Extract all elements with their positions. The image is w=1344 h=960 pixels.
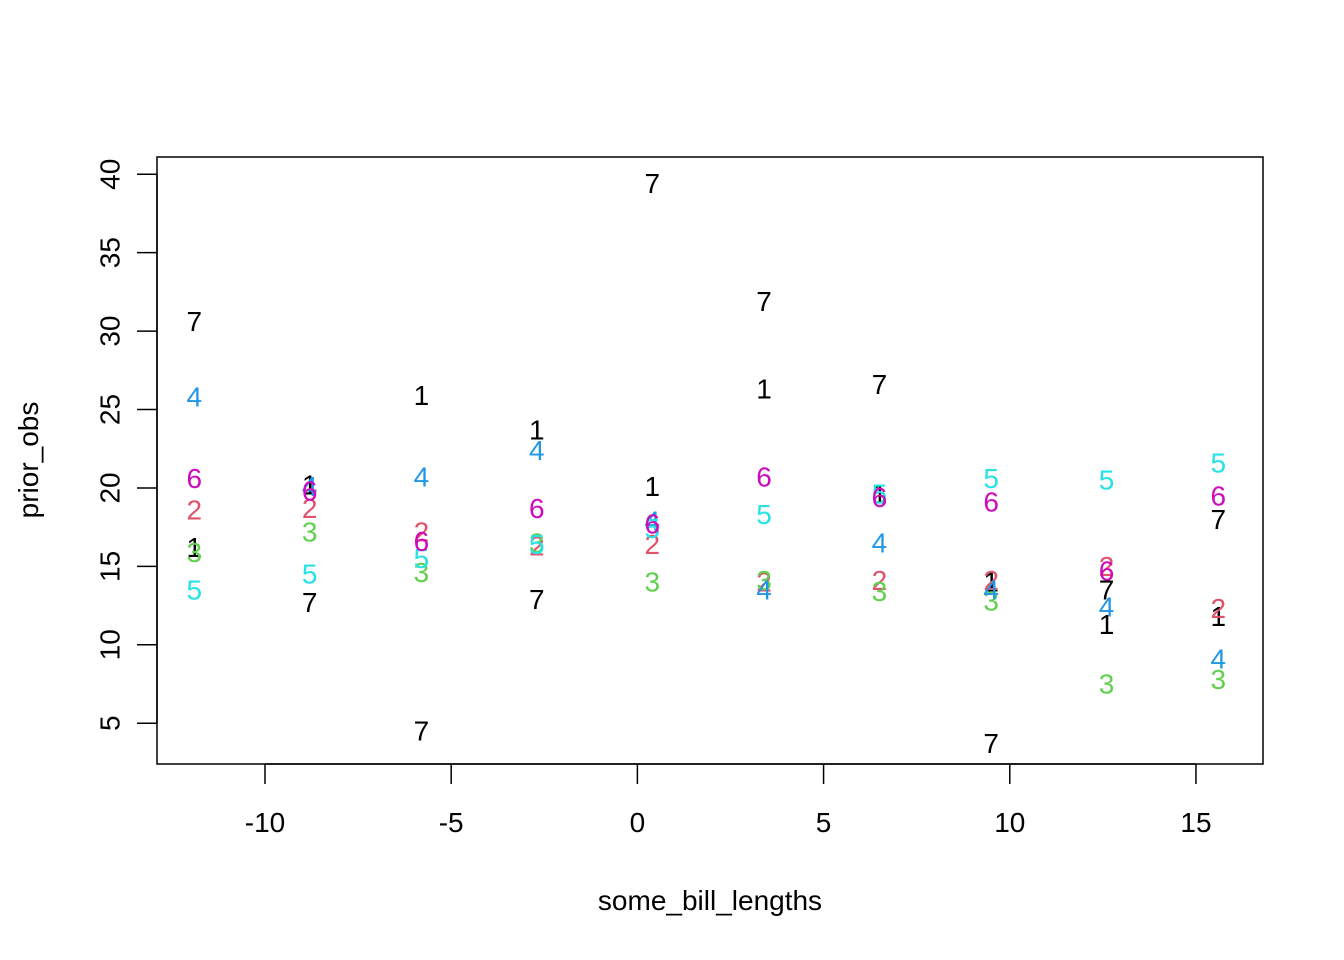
point-series-7: 7 xyxy=(1211,504,1227,535)
point-series-6: 6 xyxy=(186,463,202,494)
y-tick-label: 10 xyxy=(95,629,126,660)
point-series-3: 3 xyxy=(1099,669,1115,700)
point-series-2: 2 xyxy=(529,530,545,561)
point-series-3: 3 xyxy=(983,585,999,616)
point-series-6: 6 xyxy=(302,476,318,507)
point-series-1: 1 xyxy=(529,414,545,445)
point-series-6: 6 xyxy=(1099,556,1115,587)
point-series-6: 6 xyxy=(644,509,660,540)
point-series-7: 7 xyxy=(414,716,430,747)
point-series-6: 6 xyxy=(1211,480,1227,511)
point-series-6: 6 xyxy=(872,482,888,513)
point-series-5: 5 xyxy=(186,574,202,605)
point-series-3: 3 xyxy=(644,567,660,598)
point-series-2: 2 xyxy=(1099,551,1115,582)
point-series-5: 5 xyxy=(302,559,318,590)
point-series-5: 5 xyxy=(756,499,772,530)
point-series-2: 2 xyxy=(644,529,660,560)
point-series-7: 7 xyxy=(529,584,545,615)
point-series-7: 7 xyxy=(302,587,318,618)
point-series-6: 6 xyxy=(414,526,430,557)
point-series-1: 1 xyxy=(1099,609,1115,640)
point-series-4: 4 xyxy=(1099,592,1115,623)
point-series-5: 5 xyxy=(414,543,430,574)
point-series-2: 2 xyxy=(186,494,202,525)
point-series-4: 4 xyxy=(644,505,660,536)
point-series-2: 2 xyxy=(1211,593,1227,624)
point-series-4: 4 xyxy=(872,527,888,558)
x-axis-title: some_bill_lengths xyxy=(598,885,822,916)
point-series-5: 5 xyxy=(644,513,660,544)
x-tick-label: 5 xyxy=(816,807,832,838)
point-series-2: 2 xyxy=(872,565,888,596)
x-tick-label: 15 xyxy=(1180,807,1211,838)
point-series-1: 1 xyxy=(1211,601,1227,632)
point-series-7: 7 xyxy=(983,728,999,759)
point-series-2: 2 xyxy=(414,516,430,547)
point-series-3: 3 xyxy=(872,576,888,607)
point-series-2: 2 xyxy=(983,565,999,596)
x-tick-label: -5 xyxy=(439,807,464,838)
point-series-3: 3 xyxy=(414,557,430,588)
point-series-1: 1 xyxy=(302,469,318,500)
point-series-3: 3 xyxy=(529,527,545,558)
y-tick-label: 20 xyxy=(95,472,126,503)
point-series-2: 2 xyxy=(302,493,318,524)
point-series-6: 6 xyxy=(983,487,999,518)
y-tick-label: 15 xyxy=(95,551,126,582)
point-series-1: 1 xyxy=(756,374,772,405)
point-series-7: 7 xyxy=(1099,574,1115,605)
plot-frame xyxy=(156,156,1264,765)
point-series-6: 6 xyxy=(756,461,772,492)
point-series-1: 1 xyxy=(872,479,888,510)
y-axis-title: prior_obs xyxy=(13,402,44,519)
point-series-3: 3 xyxy=(302,516,318,547)
point-series-4: 4 xyxy=(302,471,318,502)
x-axis: -10 -5 0 5 10 15 xyxy=(245,763,1212,838)
point-series-7: 7 xyxy=(186,306,202,337)
point-series-7: 7 xyxy=(756,286,772,317)
x-tick-label: -10 xyxy=(245,807,285,838)
point-series-7: 7 xyxy=(872,369,888,400)
y-tick-label: 30 xyxy=(95,316,126,347)
x-tick-label: 0 xyxy=(630,807,646,838)
point-series-3: 3 xyxy=(1211,664,1227,695)
point-series-5: 5 xyxy=(872,479,888,510)
point-series-4: 4 xyxy=(983,574,999,605)
point-series-3: 3 xyxy=(186,537,202,568)
y-tick-label: 25 xyxy=(95,394,126,425)
point-series-1: 1 xyxy=(186,532,202,563)
point-series-1: 1 xyxy=(644,471,660,502)
x-tick-label: 10 xyxy=(994,807,1025,838)
point-series-6: 6 xyxy=(529,493,545,524)
point-series-3: 3 xyxy=(756,565,772,596)
y-tick-label: 40 xyxy=(95,159,126,190)
point-series-4: 4 xyxy=(756,574,772,605)
y-tick-label: 5 xyxy=(95,715,126,731)
point-series-4: 4 xyxy=(1211,643,1227,674)
point-series-4: 4 xyxy=(529,435,545,466)
point-series-5: 5 xyxy=(1211,447,1227,478)
y-axis: 5 10 15 20 25 30 35 40 xyxy=(95,159,158,731)
point-series-5: 5 xyxy=(529,529,545,560)
point-series-4: 4 xyxy=(186,381,202,412)
point-series-1: 1 xyxy=(414,380,430,411)
y-tick-label: 35 xyxy=(95,237,126,268)
point-series-5: 5 xyxy=(983,463,999,494)
point-series-4: 4 xyxy=(414,461,430,492)
point-series-1: 1 xyxy=(983,567,999,598)
point-series-2: 2 xyxy=(756,567,772,598)
point-series-7: 7 xyxy=(644,168,660,199)
point-series-5: 5 xyxy=(1099,465,1115,496)
